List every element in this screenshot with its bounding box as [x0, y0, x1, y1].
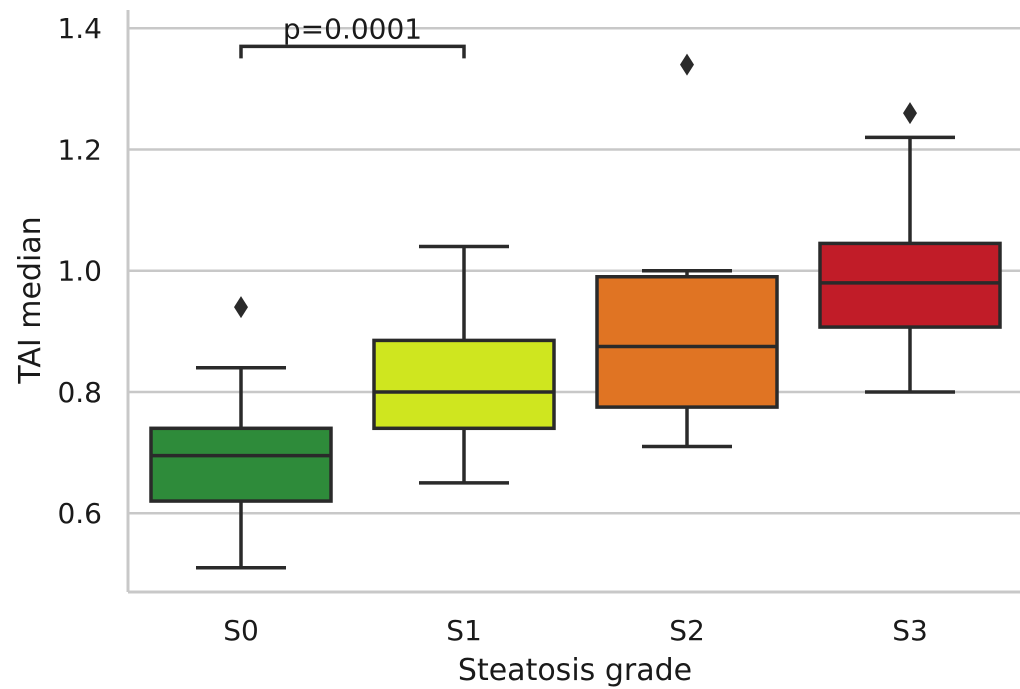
iqr-box-S1: [372, 338, 556, 431]
iqr-box-S2: [595, 275, 779, 409]
iqr-box-S3: [818, 241, 1002, 329]
box-S2: [595, 53, 779, 449]
p-value-label-0: p=0.0001: [283, 12, 422, 45]
x-axis-label: Steatosis grade: [458, 653, 692, 688]
axes: 0.6 0.8 1.0 1.2 1.4 S0 S1 S2 S3: [57, 10, 1020, 647]
x-tick-label-S0: S0: [223, 614, 259, 647]
x-tick-label-S1: S1: [446, 614, 482, 647]
bracket-line-0: [239, 44, 466, 59]
significance-bracket-0: p=0.0001: [239, 12, 466, 59]
annotations: p=0.0001: [239, 12, 466, 59]
boxes: [149, 53, 1002, 570]
outlier-S2-0: [680, 53, 694, 76]
outlier-S0-0: [234, 296, 248, 319]
y-tick-label-1.4: 1.4: [57, 12, 102, 45]
outlier-S3-0: [903, 102, 917, 125]
x-tick-label-S2: S2: [669, 614, 705, 647]
y-tick-label-0.8: 0.8: [57, 376, 102, 409]
y-tick-label-1.0: 1.0: [57, 255, 102, 288]
box-S3: [818, 102, 1002, 394]
iqr-box-S0: [149, 426, 333, 503]
y-axis-label: TAI median: [13, 216, 48, 384]
box-S0: [149, 296, 333, 570]
box-S1: [372, 244, 556, 485]
x-tick-label-S3: S3: [892, 614, 928, 647]
y-tick-label-0.6: 0.6: [57, 497, 102, 530]
y-tick-label-1.2: 1.2: [57, 133, 102, 166]
